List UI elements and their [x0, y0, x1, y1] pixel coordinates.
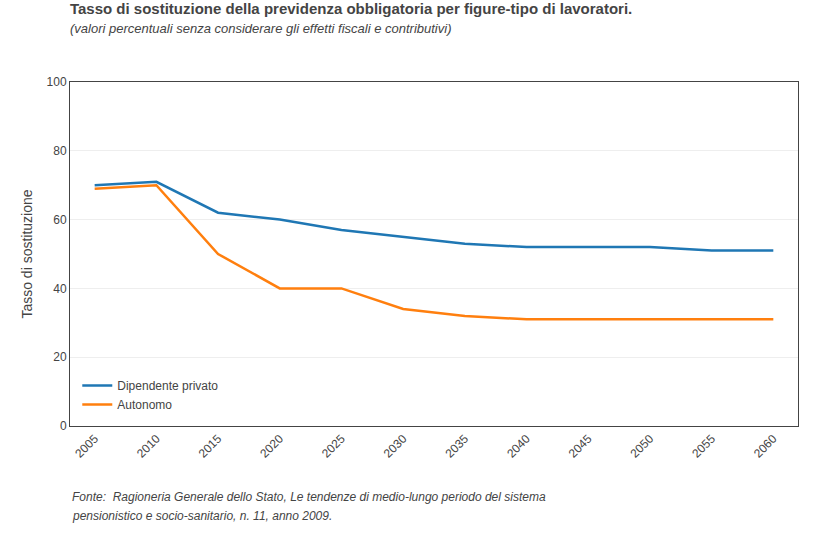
- svg-text:Tasso di sostituzione: Tasso di sostituzione: [19, 189, 35, 318]
- svg-text:2010: 2010: [134, 432, 163, 461]
- svg-text:Autonomo: Autonomo: [117, 398, 172, 412]
- svg-text:Fonte: Ragioneria Generale de: Fonte: Ragioneria Generale dello Stato, …: [72, 490, 546, 504]
- svg-text:80: 80: [53, 144, 67, 158]
- svg-text:0: 0: [60, 419, 67, 433]
- svg-text:40: 40: [53, 282, 67, 296]
- svg-text:Dipendente privato: Dipendente privato: [117, 379, 218, 393]
- svg-text:2060: 2060: [751, 432, 780, 461]
- svg-text:Tasso di sostituzione della pr: Tasso di sostituzione della previdenza o…: [70, 0, 632, 36]
- svg-text:2040: 2040: [504, 432, 533, 461]
- svg-text:20: 20: [53, 350, 67, 364]
- svg-text:100: 100: [47, 75, 67, 89]
- svg-text:2015: 2015: [196, 432, 225, 461]
- svg-text:2030: 2030: [381, 432, 410, 461]
- svg-text:2045: 2045: [566, 432, 595, 461]
- svg-text:2005: 2005: [72, 432, 101, 461]
- svg-text:pensionistico e socio-sanitari: pensionistico e socio-sanitario, n. 11, …: [72, 509, 332, 523]
- svg-text:2055: 2055: [689, 432, 718, 461]
- svg-text:2050: 2050: [628, 432, 657, 461]
- svg-text:2020: 2020: [257, 432, 286, 461]
- svg-text:60: 60: [53, 213, 67, 227]
- svg-text:2025: 2025: [319, 432, 348, 461]
- svg-text:2035: 2035: [442, 432, 471, 461]
